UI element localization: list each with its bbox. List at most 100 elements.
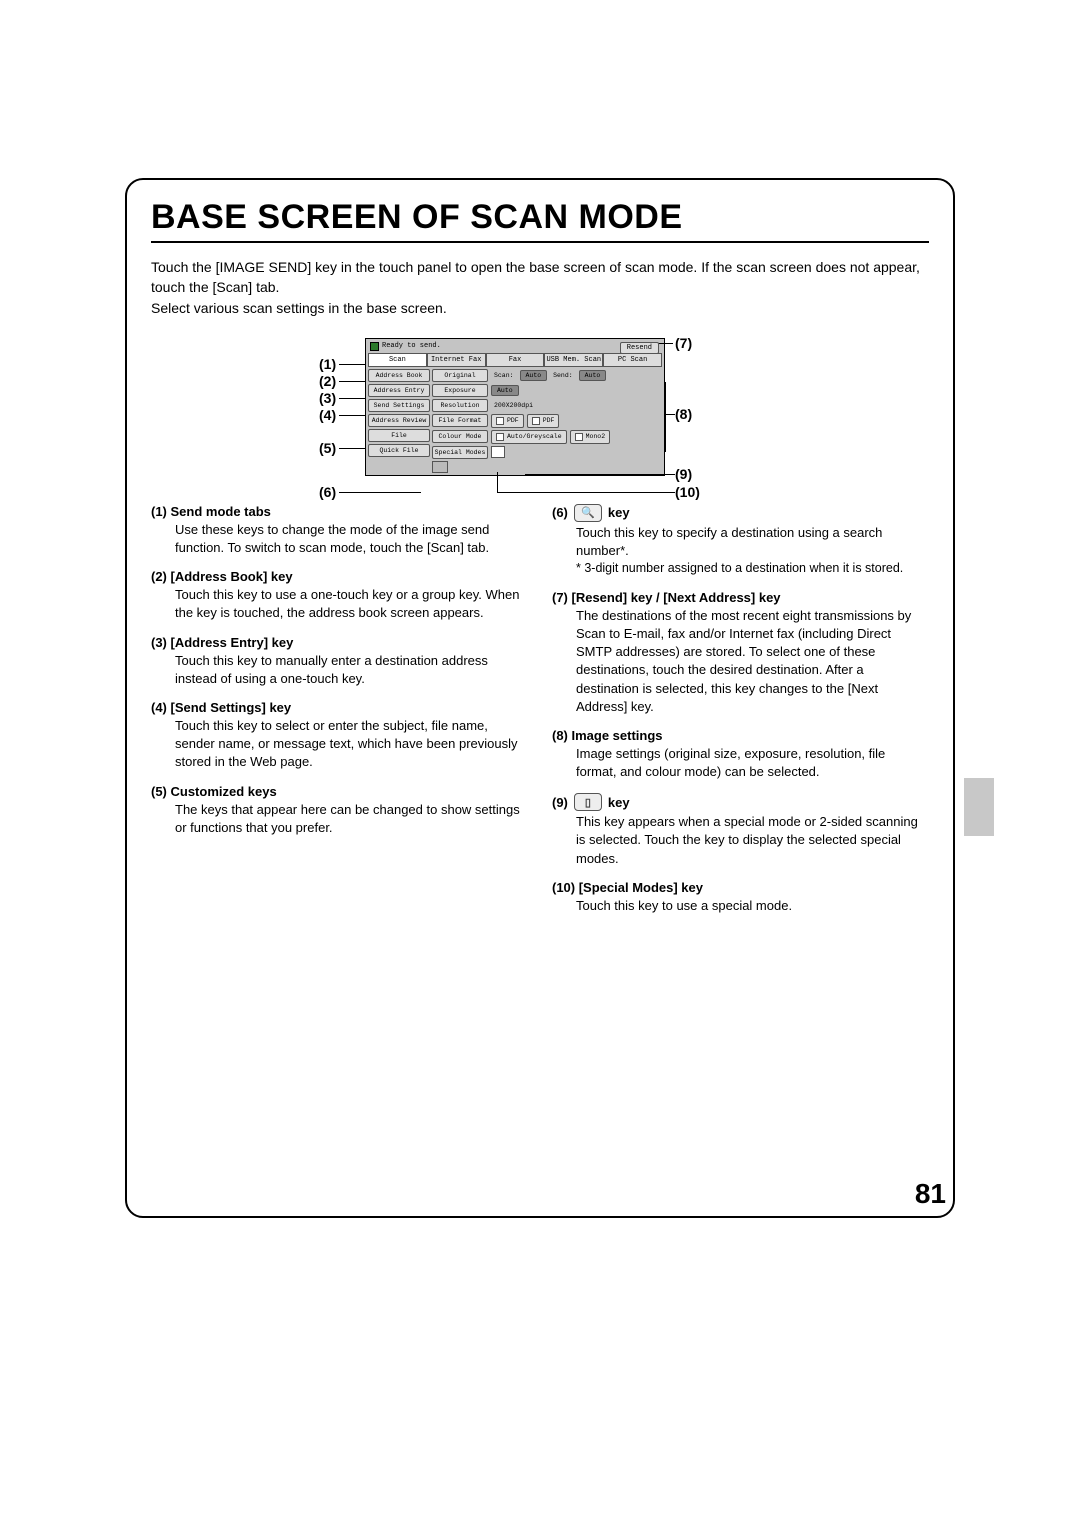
desc-note: * 3-digit number assigned to a destinati… [584,560,929,578]
desc-heading: (1) Send mode tabs [151,504,528,519]
scan-diagram: (1) (2) (3) (4) (5) (6) (7) (8) (9) [325,338,755,476]
side-buttons: Address Book Address Entry Send Settings… [368,369,430,473]
callout-10: (10) [675,484,700,500]
desc-item: (7) [Resend] key / [Next Address] keyThe… [552,590,929,716]
special-icon[interactable] [491,446,505,458]
leader [665,382,666,452]
desc-item: (2) [Address Book] key Touch this key to… [151,569,528,622]
desc-body: Image settings (original size, exposure,… [576,745,929,781]
scan-value: Auto [520,370,548,381]
btn-address-book[interactable]: Address Book [368,369,430,382]
desc-heading: (6) 🔍 key [552,504,929,522]
callout-8: (8) [675,406,692,422]
callout-4: (4) [319,407,336,423]
row-book [432,461,662,473]
leader [339,381,365,382]
desc-item: (6) 🔍 key Touch this key to specify a des… [552,504,929,578]
btn-address-entry[interactable]: Address Entry [368,384,430,397]
callout-2: (2) [319,373,336,389]
resend-button[interactable]: Resend [620,342,659,354]
row-resolution: Resolution 200X200dpi [432,399,662,412]
diagram-container: (1) (2) (3) (4) (5) (6) (7) (8) (9) [151,338,929,476]
row-file-format: File Format PDF PDF [432,414,662,428]
callout-1: (1) [319,356,336,372]
desc-body: Touch this key to use a special mode. [576,897,929,915]
ff-val2: PDF [527,414,560,428]
leader [339,398,365,399]
row-exposure: Exposure Auto [432,384,662,397]
btn-address-review[interactable]: Address Review [368,414,430,427]
pdf-icon [532,417,540,425]
callout-6: (6) [319,484,336,500]
callout-9: (9) [675,466,692,482]
ff-val1: PDF [491,414,524,428]
callout-7: (7) [675,335,692,351]
status-text: Ready to send. [382,342,441,350]
desc-item: (9) ▯ key This key appears when a special… [552,793,929,868]
colour-icon [496,433,504,441]
mode-tabs: Scan Internet Fax Fax USB Mem. Scan PC S… [368,353,662,367]
callout-5: (5) [319,440,336,456]
label-original[interactable]: Original [432,369,488,382]
leader [339,415,365,416]
title-rule [151,241,929,243]
description-columns: (1) Send mode tabs Use these keys to cha… [151,504,929,927]
tab-usb[interactable]: USB Mem. Scan [544,353,603,367]
desc-item: (5) Customized keys The keys that appear… [151,784,528,837]
lcd-panel: Ready to send. Resend Scan Internet Fax … [365,338,665,476]
label-exposure[interactable]: Exposure [432,384,488,397]
leader [665,414,675,415]
key-icon: 🔍 [574,504,602,522]
leader [339,364,365,365]
desc-heading: (5) Customized keys [151,784,528,799]
left-column: (1) Send mode tabs Use these keys to cha… [151,504,528,927]
pdf-icon [496,417,504,425]
settings-rows: Original Scan: Auto Send: Auto Exposure … [432,369,662,473]
callout-3: (3) [319,390,336,406]
mono-icon [575,433,583,441]
cm-val2: Mono2 [570,430,611,444]
send-label: Send: [550,371,576,380]
exposure-value: Auto [491,385,519,396]
resolution-value: 200X200dpi [491,401,536,410]
status-bar: Ready to send. Resend [368,341,662,352]
right-column: (6) 🔍 key Touch this key to specify a des… [552,504,929,927]
row-special: Special Modes [432,446,662,459]
leader [339,492,421,493]
leader [497,472,498,492]
desc-body: Touch this key to specify a destination … [576,524,929,560]
desc-heading: (7) [Resend] key / [Next Address] key [552,590,929,605]
cm-val1: Auto/Greyscale [491,430,567,444]
leader [497,492,675,493]
desc-body: Touch this key to manually enter a desti… [175,652,528,688]
tab-pc-scan[interactable]: PC Scan [603,353,662,367]
btn-file[interactable]: File [368,429,430,442]
btn-quick-file[interactable]: Quick File [368,444,430,457]
tab-scan[interactable]: Scan [368,353,427,367]
desc-body: This key appears when a special mode or … [576,813,929,868]
content-frame: BASE SCREEN OF SCAN MODE Touch the [IMAG… [125,178,955,1218]
tab-fax[interactable]: Fax [486,353,545,367]
desc-heading: (10) [Special Modes] key [552,880,929,895]
label-colour-mode[interactable]: Colour Mode [432,430,488,443]
desc-body: Touch this key to select or enter the su… [175,717,528,772]
label-file-format[interactable]: File Format [432,414,488,427]
section-tab [964,778,994,836]
key-icon: ▯ [574,793,602,811]
label-resolution[interactable]: Resolution [432,399,488,412]
desc-body: Touch this key to use a one-touch key or… [175,586,528,622]
desc-item: (4) [Send Settings] key Touch this key t… [151,700,528,772]
desc-heading: (3) [Address Entry] key [151,635,528,650]
page-title: BASE SCREEN OF SCAN MODE [151,198,929,237]
desc-heading: (9) ▯ key [552,793,929,811]
book-icon[interactable] [432,461,448,473]
desc-item: (10) [Special Modes] key Touch this key t… [552,880,929,915]
row-original: Original Scan: Auto Send: Auto [432,369,662,382]
tab-internet-fax[interactable]: Internet Fax [427,353,486,367]
label-special-modes[interactable]: Special Modes [432,446,488,459]
scan-label: Scan: [491,371,517,380]
desc-item: (8) Image settingsImage settings (origin… [552,728,929,781]
desc-heading: (4) [Send Settings] key [151,700,528,715]
btn-send-settings[interactable]: Send Settings [368,399,430,412]
page-number: 81 [915,1178,946,1210]
